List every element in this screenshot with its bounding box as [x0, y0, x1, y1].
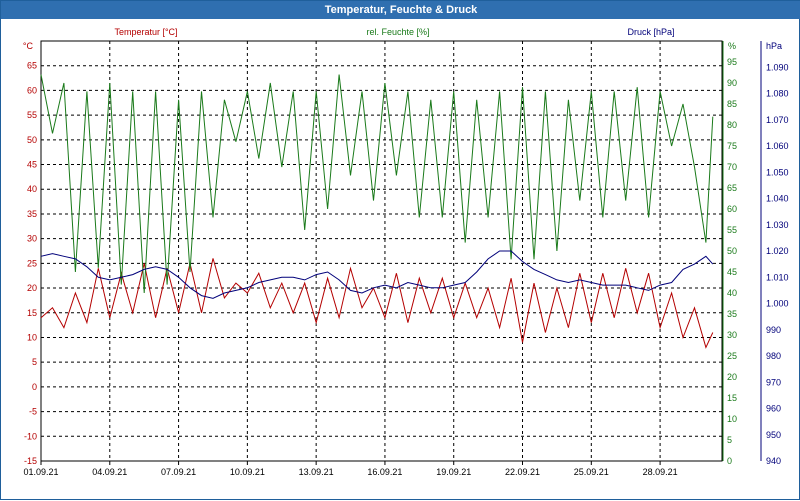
pressure-tick-label: 990: [766, 325, 781, 335]
pressure-tick-label: 940: [766, 456, 781, 466]
pressure-tick-label: 970: [766, 377, 781, 387]
x-tick-label: 04.09.21: [92, 467, 127, 477]
temperature-tick-label: 15: [27, 308, 37, 318]
temperature-tick-label: -5: [29, 407, 37, 417]
humidity-tick-label: 85: [727, 99, 737, 109]
temperature-tick-label: 25: [27, 258, 37, 268]
plot-area: [40, 40, 723, 462]
temperature-tick-label: 35: [27, 209, 37, 219]
temperature-tick-label: 45: [27, 160, 37, 170]
pressure-tick-label: 1.060: [766, 141, 789, 151]
humidity-tick-label: 50: [727, 246, 737, 256]
pressure-tick-label: 950: [766, 430, 781, 440]
x-tick-label: 22.09.21: [505, 467, 540, 477]
pressure-tick-label: 1.080: [766, 89, 789, 99]
humidity-series-line: [40, 74, 714, 294]
pressure-tick-label: 1.010: [766, 272, 789, 282]
x-tick-label: 28.09.21: [643, 467, 678, 477]
humidity-tick-label: 25: [727, 351, 737, 361]
humidity-tick-label: 40: [727, 288, 737, 298]
pressure-tick-label: 1.050: [766, 167, 789, 177]
pressure-tick-label: 1.020: [766, 246, 789, 256]
temperature-axis-label: Temperatur [°C]: [114, 27, 177, 37]
x-tick-label: 25.09.21: [574, 467, 609, 477]
humidity-tick-label: 20: [727, 372, 737, 382]
humidity-tick-label: 10: [727, 414, 737, 424]
pressure-tick-label: 1.000: [766, 299, 789, 309]
x-tick-label: 16.09.21: [367, 467, 402, 477]
temperature-tick-label: 60: [27, 85, 37, 95]
humidity-tick-label: 30: [727, 330, 737, 340]
temperature-tick-label: 10: [27, 332, 37, 342]
humidity-tick-label: 95: [727, 57, 737, 67]
humidity-tick-label: 75: [727, 141, 737, 151]
temperature-tick-label: 65: [27, 61, 37, 71]
pressure-tick-label: 980: [766, 351, 781, 361]
humidity-tick-label: 5: [727, 435, 732, 445]
pressure-series-line: [40, 250, 714, 299]
temperature-unit-label: °C: [23, 41, 34, 51]
pressure-tick-label: 1.090: [766, 62, 789, 72]
humidity-axis-label: rel. Feuchte [%]: [366, 27, 429, 37]
humidity-tick-label: 70: [727, 162, 737, 172]
temperature-tick-label: -10: [24, 431, 37, 441]
x-tick-label: 10.09.21: [230, 467, 265, 477]
humidity-tick-label: 90: [727, 78, 737, 88]
temperature-tick-label: 20: [27, 283, 37, 293]
humidity-tick-label: 55: [727, 225, 737, 235]
x-tick-label: 07.09.21: [161, 467, 196, 477]
humidity-tick-label: 65: [727, 183, 737, 193]
temperature-tick-label: -15: [24, 456, 37, 466]
temperature-tick-label: 5: [32, 357, 37, 367]
x-tick-label: 13.09.21: [299, 467, 334, 477]
humidity-unit-label: %: [728, 41, 736, 51]
humidity-tick-label: 15: [727, 393, 737, 403]
pressure-tick-label: 1.030: [766, 220, 789, 230]
temperature-tick-label: 50: [27, 135, 37, 145]
humidity-tick-label: 0: [727, 456, 732, 466]
pressure-axis-label: Druck [hPa]: [627, 27, 674, 37]
x-tick-label: 19.09.21: [436, 467, 471, 477]
humidity-tick-label: 80: [727, 120, 737, 130]
humidity-tick-label: 60: [727, 204, 737, 214]
temperature-tick-label: 55: [27, 110, 37, 120]
humidity-tick-label: 35: [727, 309, 737, 319]
pressure-tick-label: 1.070: [766, 115, 789, 125]
pressure-unit-label: hPa: [766, 41, 782, 51]
humidity-tick-label: 45: [727, 267, 737, 277]
pressure-tick-label: 1.040: [766, 194, 789, 204]
temperature-series-line: [40, 258, 714, 349]
pressure-tick-label: 960: [766, 404, 781, 414]
temperature-tick-label: 0: [32, 382, 37, 392]
x-tick-label: 01.09.21: [23, 467, 58, 477]
temperature-tick-label: 30: [27, 234, 37, 244]
chart-title: Temperatur, Feuchte & Druck: [1, 1, 800, 19]
temperature-tick-label: 40: [27, 184, 37, 194]
